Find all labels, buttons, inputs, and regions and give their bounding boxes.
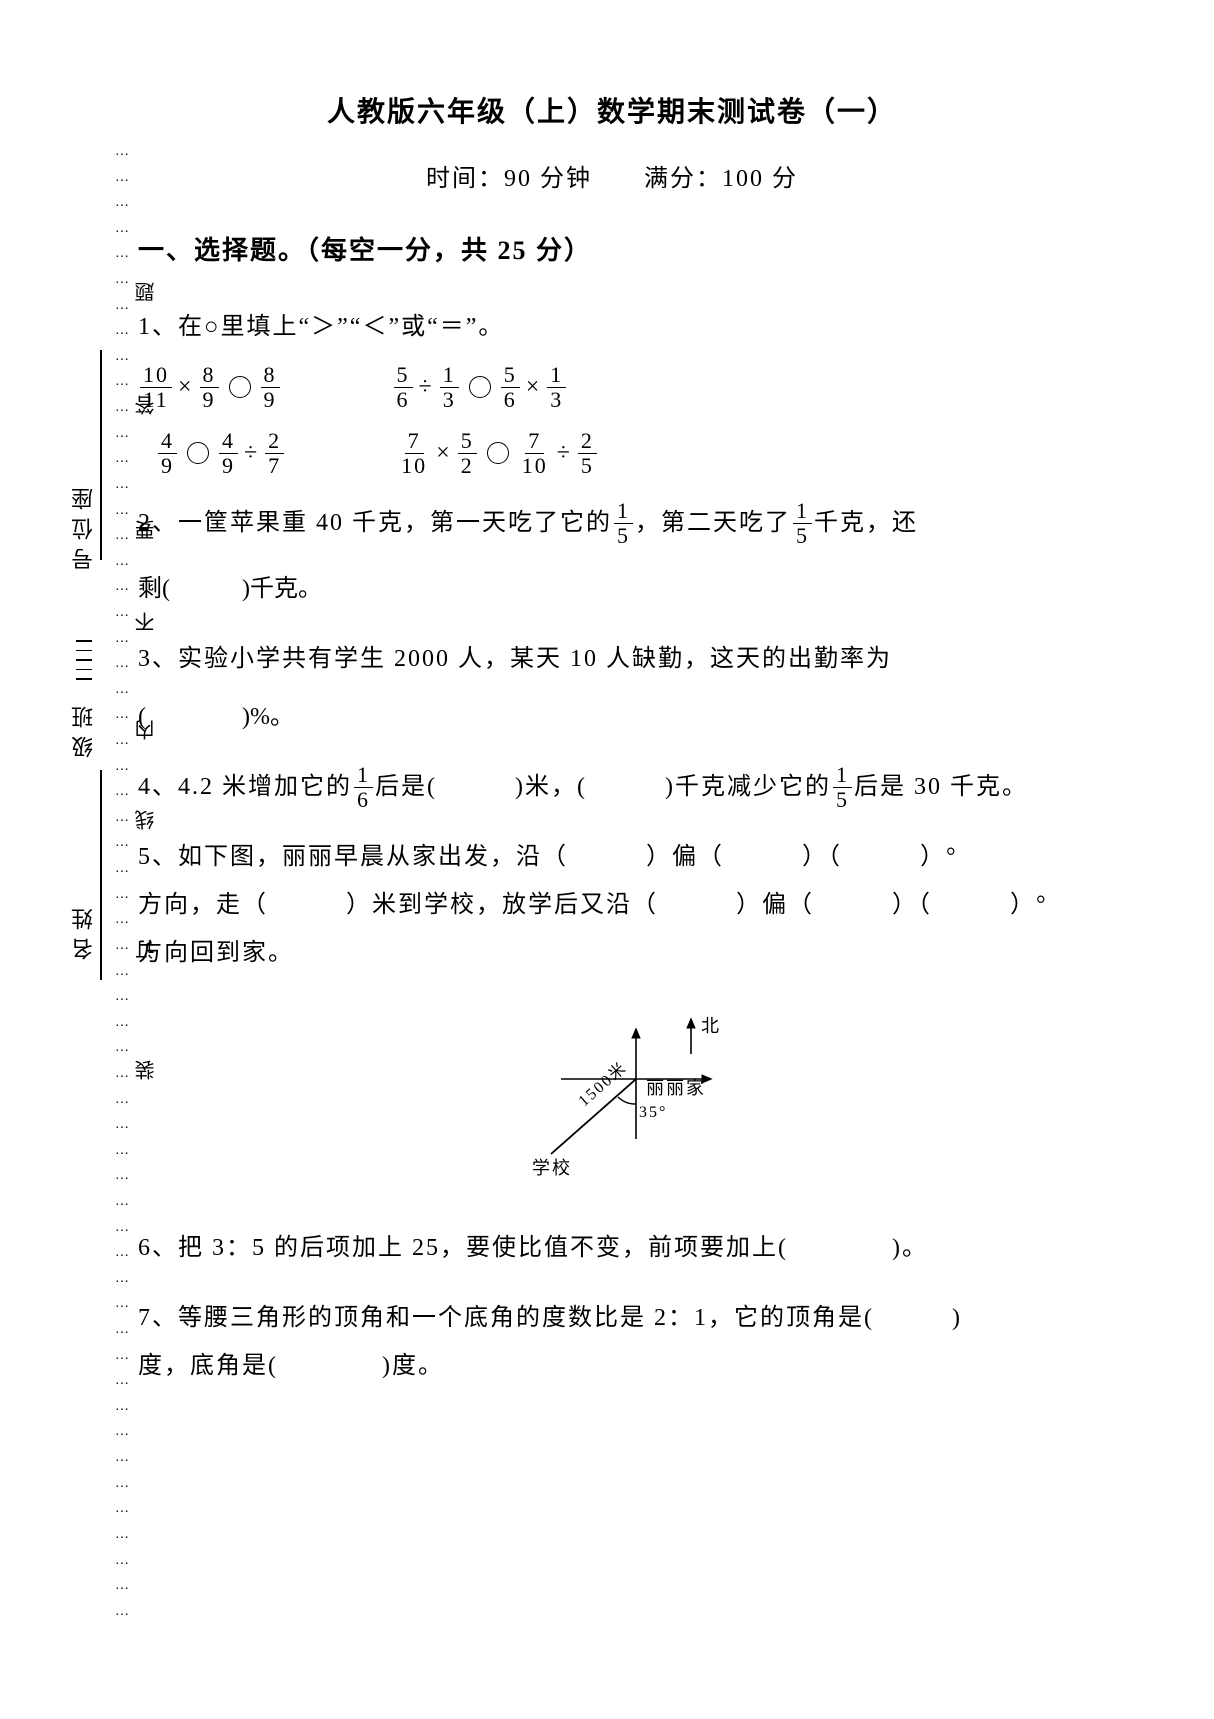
page-title: 人教版六年级（上）数学期末测试卷（一） (90, 90, 1134, 130)
q1-item-4: 710 × 52 710 ÷ 25 (396, 429, 599, 477)
question-4: 4、4.2 米增加它的 16 后是( )米，( )千克减少它的 15 后是 30… (138, 763, 1134, 811)
home-label: 丽丽家 (646, 1078, 706, 1098)
label-seat: 号位座 (68, 480, 100, 570)
question-3: 3、实验小学共有学生 2000 人，某天 10 人缺勤，这天的出勤率为 ( )%… (138, 635, 1134, 741)
note-inner: 内 (132, 720, 161, 740)
question-6: 6、把 3：5 的后项加上 25，要使比值不变，前项要加上( )。 (138, 1224, 1134, 1272)
q1-item-3: 49 49 ÷ 27 (156, 429, 286, 477)
q1-row-1: 1011 × 89 89 56 ÷ 13 56 × 13 (138, 363, 1134, 411)
binding-dots: ……………… ……………… ……………… ……………… ……………… ……………… (112, 145, 132, 1619)
side-bar-segment (100, 770, 102, 980)
distance-label: 1500米 (575, 1058, 631, 1110)
q2-blank: 剩( )千克。 (138, 565, 1134, 613)
question-5: 5、如下图，丽丽早晨从家出发，沿（ ）偏（ ）（ ）° 方向，走（ ）米到学校，… (138, 833, 1134, 977)
compare-circle (487, 442, 509, 464)
note-no: 不 (132, 612, 161, 632)
note-line: 线 (132, 810, 161, 830)
school-label: 学校 (532, 1158, 572, 1178)
question-7: 7、等腰三角形的顶角和一个底角的度数比是 2：1，它的顶角是( ) 度，底角是(… (138, 1294, 1134, 1390)
label-class: 级班 (68, 698, 100, 758)
note-book: 订 (132, 940, 161, 960)
compare-circle (187, 442, 209, 464)
north-label: 北 (701, 1016, 721, 1036)
label-name: 名姓 (68, 900, 100, 960)
side-bar-segment (100, 350, 102, 560)
section-1-heading: 一、选择题。（每空一分，共 25 分） (138, 225, 1134, 277)
question-2: 2、一筐苹果重 40 千克，第一天吃了它的 15 ，第二天吃了 15 千克，还 … (138, 499, 1134, 613)
content-area: 一、选择题。（每空一分，共 25 分） 1、在○里填上“＞”“＜”或“＝”。 1… (138, 225, 1134, 1390)
question-1: 1、在○里填上“＞”“＜”或“＝”。 1011 × 89 89 56 ÷ 13 … (138, 303, 1134, 477)
compare-circle (229, 376, 251, 398)
q1-item-2: 56 ÷ 13 56 × 13 (392, 363, 569, 411)
angle-label: 35° (639, 1104, 667, 1121)
ticks (76, 640, 92, 680)
q1-row-2: 49 49 ÷ 27 710 × 52 710 ÷ 25 (138, 429, 1134, 477)
compare-circle (469, 376, 491, 398)
note-need: 要 (132, 520, 161, 540)
q1-stem: 1、在○里填上“＞”“＜”或“＝”。 (138, 303, 1134, 351)
note-title: 题 (132, 282, 161, 302)
direction-diagram: 北 35° 1500米 丽丽家 学校 (506, 999, 766, 1206)
q2-text: 2、一筐苹果重 40 千克，第一天吃了它的 (138, 499, 612, 547)
note-answer: 答 (132, 395, 161, 415)
page-subtitle: 时间：90 分钟 满分：100 分 (90, 158, 1134, 193)
note-pack: 装 (132, 1060, 161, 1080)
